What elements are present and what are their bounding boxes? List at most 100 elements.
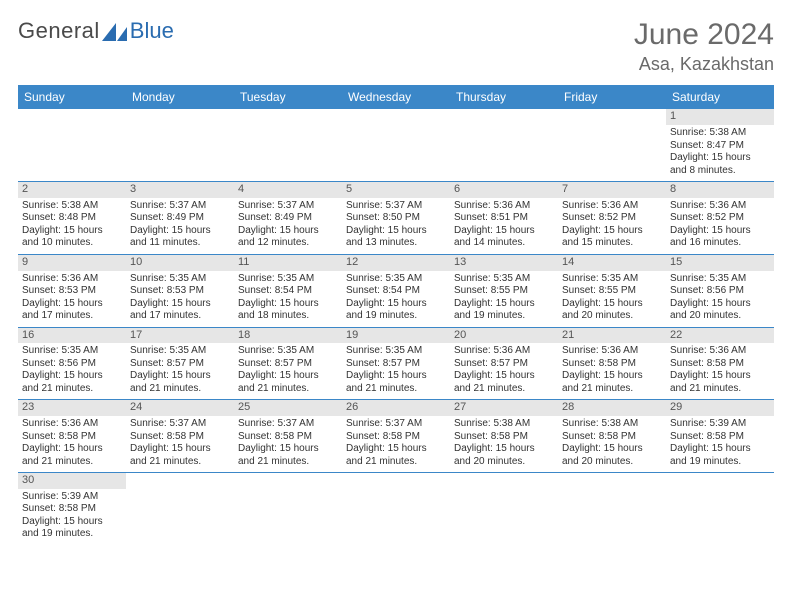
day-info-cell: Sunrise: 5:37 AMSunset: 8:49 PMDaylight:… xyxy=(126,198,234,255)
daylight-text: Daylight: 15 hours xyxy=(130,370,230,383)
day-info-cell xyxy=(450,489,558,545)
daylight-text: and 11 minutes. xyxy=(130,237,230,250)
day-number-cell: 24 xyxy=(126,400,234,416)
day-header: Thursday xyxy=(450,85,558,109)
sunset-text: Sunset: 8:47 PM xyxy=(670,140,770,153)
day-number-cell xyxy=(234,109,342,125)
info-row: Sunrise: 5:35 AMSunset: 8:56 PMDaylight:… xyxy=(18,343,774,400)
day-info-cell xyxy=(558,125,666,182)
sunrise-text: Sunrise: 5:37 AM xyxy=(130,418,230,431)
day-info-cell xyxy=(234,489,342,545)
daynum-row: 1 xyxy=(18,109,774,125)
info-row: Sunrise: 5:36 AMSunset: 8:58 PMDaylight:… xyxy=(18,416,774,473)
day-number-cell: 26 xyxy=(342,400,450,416)
day-header: Friday xyxy=(558,85,666,109)
daylight-text: Daylight: 15 hours xyxy=(562,370,662,383)
calendar-table: SundayMondayTuesdayWednesdayThursdayFrid… xyxy=(18,85,774,545)
logo-sails-icon xyxy=(102,23,127,41)
sunrise-text: Sunrise: 5:37 AM xyxy=(130,200,230,213)
sunrise-text: Sunrise: 5:35 AM xyxy=(562,273,662,286)
day-number-cell: 29 xyxy=(666,400,774,416)
daylight-text: Daylight: 15 hours xyxy=(346,370,446,383)
daylight-text: and 18 minutes. xyxy=(238,310,338,323)
day-number-cell xyxy=(450,109,558,125)
day-info-cell: Sunrise: 5:37 AMSunset: 8:58 PMDaylight:… xyxy=(342,416,450,473)
daylight-text: Daylight: 15 hours xyxy=(238,298,338,311)
day-info-cell xyxy=(558,489,666,545)
sunrise-text: Sunrise: 5:36 AM xyxy=(22,418,122,431)
sunset-text: Sunset: 8:50 PM xyxy=(346,212,446,225)
day-number-cell: 8 xyxy=(666,182,774,198)
daylight-text: Daylight: 15 hours xyxy=(130,443,230,456)
daylight-text: and 21 minutes. xyxy=(346,383,446,396)
day-info-cell: Sunrise: 5:35 AMSunset: 8:54 PMDaylight:… xyxy=(342,271,450,328)
day-header: Wednesday xyxy=(342,85,450,109)
day-info-cell: Sunrise: 5:35 AMSunset: 8:55 PMDaylight:… xyxy=(558,271,666,328)
day-info-cell: Sunrise: 5:35 AMSunset: 8:57 PMDaylight:… xyxy=(126,343,234,400)
sunset-text: Sunset: 8:49 PM xyxy=(130,212,230,225)
sunset-text: Sunset: 8:58 PM xyxy=(22,431,122,444)
sunrise-text: Sunrise: 5:38 AM xyxy=(454,418,554,431)
daylight-text: and 13 minutes. xyxy=(346,237,446,250)
day-info-cell: Sunrise: 5:36 AMSunset: 8:57 PMDaylight:… xyxy=(450,343,558,400)
sunset-text: Sunset: 8:57 PM xyxy=(130,358,230,371)
daylight-text: and 21 minutes. xyxy=(346,456,446,469)
sunrise-text: Sunrise: 5:35 AM xyxy=(22,345,122,358)
sunrise-text: Sunrise: 5:35 AM xyxy=(130,345,230,358)
info-row: Sunrise: 5:38 AMSunset: 8:47 PMDaylight:… xyxy=(18,125,774,182)
daylight-text: and 21 minutes. xyxy=(130,383,230,396)
sunset-text: Sunset: 8:55 PM xyxy=(562,285,662,298)
day-number-cell: 5 xyxy=(342,182,450,198)
title-block: June 2024 Asa, Kazakhstan xyxy=(634,18,774,75)
sunrise-text: Sunrise: 5:35 AM xyxy=(238,345,338,358)
daynum-row: 16171819202122 xyxy=(18,327,774,343)
daylight-text: Daylight: 15 hours xyxy=(22,225,122,238)
day-number-cell: 28 xyxy=(558,400,666,416)
sunrise-text: Sunrise: 5:35 AM xyxy=(238,273,338,286)
sunset-text: Sunset: 8:56 PM xyxy=(22,358,122,371)
day-number-cell xyxy=(666,473,774,489)
daylight-text: Daylight: 15 hours xyxy=(454,298,554,311)
sunrise-text: Sunrise: 5:36 AM xyxy=(454,345,554,358)
sunrise-text: Sunrise: 5:39 AM xyxy=(670,418,770,431)
daylight-text: and 10 minutes. xyxy=(22,237,122,250)
day-info-cell xyxy=(450,125,558,182)
daylight-text: Daylight: 15 hours xyxy=(22,516,122,529)
daylight-text: and 8 minutes. xyxy=(670,165,770,178)
daylight-text: Daylight: 15 hours xyxy=(562,443,662,456)
daylight-text: and 21 minutes. xyxy=(130,456,230,469)
daylight-text: Daylight: 15 hours xyxy=(238,370,338,383)
day-number-cell: 23 xyxy=(18,400,126,416)
day-header: Monday xyxy=(126,85,234,109)
day-number-cell: 20 xyxy=(450,327,558,343)
sunrise-text: Sunrise: 5:35 AM xyxy=(454,273,554,286)
sunset-text: Sunset: 8:51 PM xyxy=(454,212,554,225)
daylight-text: Daylight: 15 hours xyxy=(238,225,338,238)
day-number-cell: 6 xyxy=(450,182,558,198)
sunset-text: Sunset: 8:55 PM xyxy=(454,285,554,298)
day-number-cell: 18 xyxy=(234,327,342,343)
sunrise-text: Sunrise: 5:39 AM xyxy=(22,491,122,504)
day-info-cell: Sunrise: 5:35 AMSunset: 8:55 PMDaylight:… xyxy=(450,271,558,328)
day-number-cell: 21 xyxy=(558,327,666,343)
day-info-cell xyxy=(126,489,234,545)
sunset-text: Sunset: 8:58 PM xyxy=(346,431,446,444)
day-info-cell: Sunrise: 5:35 AMSunset: 8:57 PMDaylight:… xyxy=(234,343,342,400)
daylight-text: Daylight: 15 hours xyxy=(22,298,122,311)
sunset-text: Sunset: 8:57 PM xyxy=(238,358,338,371)
day-number-cell xyxy=(342,473,450,489)
day-info-cell: Sunrise: 5:39 AMSunset: 8:58 PMDaylight:… xyxy=(666,416,774,473)
daynum-row: 9101112131415 xyxy=(18,254,774,270)
daylight-text: Daylight: 15 hours xyxy=(454,225,554,238)
day-number-cell: 4 xyxy=(234,182,342,198)
logo: General Blue xyxy=(18,18,174,44)
daynum-row: 23242526272829 xyxy=(18,400,774,416)
day-info-cell: Sunrise: 5:36 AMSunset: 8:58 PMDaylight:… xyxy=(18,416,126,473)
daylight-text: and 12 minutes. xyxy=(238,237,338,250)
logo-text-blue: Blue xyxy=(130,18,174,44)
day-info-cell: Sunrise: 5:37 AMSunset: 8:58 PMDaylight:… xyxy=(126,416,234,473)
day-number-cell xyxy=(126,473,234,489)
daylight-text: and 21 minutes. xyxy=(22,383,122,396)
day-number-cell xyxy=(342,109,450,125)
sunset-text: Sunset: 8:52 PM xyxy=(562,212,662,225)
